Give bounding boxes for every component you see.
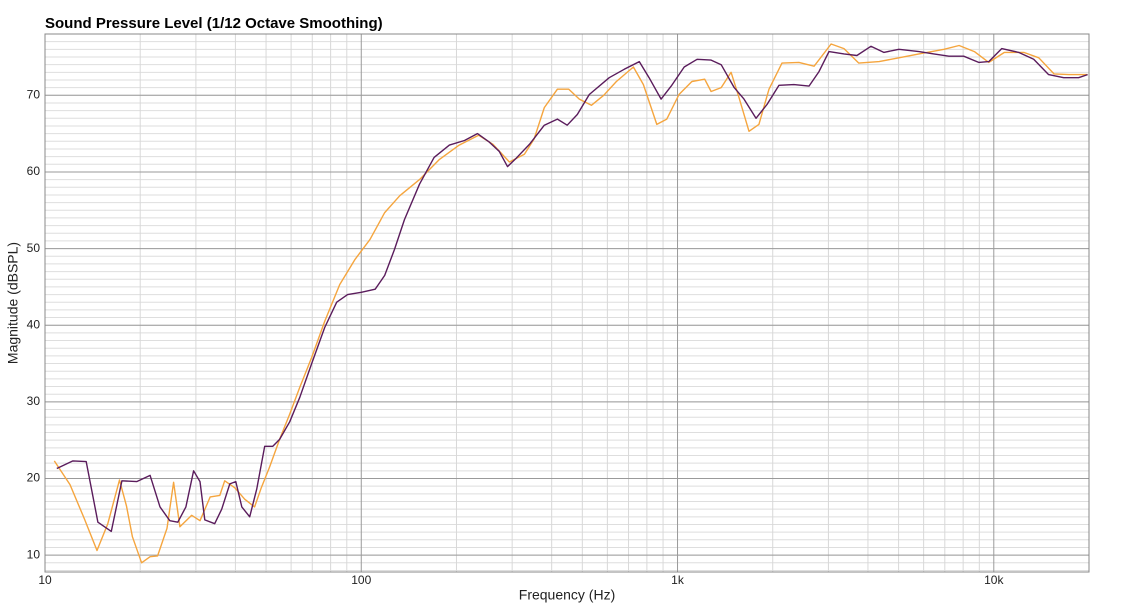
- y-tick-label: 10: [27, 547, 41, 561]
- series-line: [53, 43, 1088, 564]
- chart-title: Sound Pressure Level (1/12 Octave Smooth…: [45, 15, 383, 32]
- series-line: [56, 45, 1088, 533]
- x-tick-label: 10k: [984, 573, 1004, 587]
- x-tick-label: 100: [351, 573, 371, 587]
- x-tick-label: 1k: [671, 573, 685, 587]
- x-tick-label: 10: [38, 573, 52, 587]
- plot-border: [44, 33, 1090, 573]
- y-axis-title: Magnitude (dBSPL): [5, 242, 21, 364]
- y-tick-label: 50: [27, 241, 41, 255]
- plot-area: [45, 34, 1089, 572]
- y-tick-label: 30: [27, 394, 41, 408]
- y-tick-label: 60: [27, 164, 41, 178]
- x-axis-title: Frequency (Hz): [519, 587, 615, 603]
- y-tick-label: 20: [27, 471, 41, 485]
- y-tick-label: 70: [27, 87, 41, 101]
- y-tick-label: 40: [27, 317, 41, 331]
